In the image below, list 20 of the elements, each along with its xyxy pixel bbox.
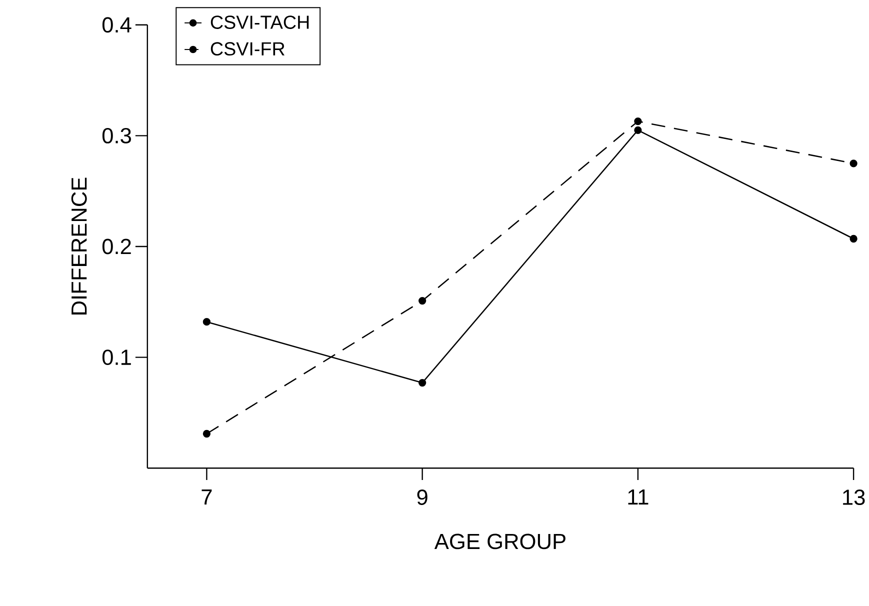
y-axis-title: DIFFERENCE: [71, 178, 87, 315]
y-tick-label: 0.1: [102, 350, 131, 366]
point: [634, 118, 642, 126]
point: [634, 126, 642, 134]
y-tick-label: 0.4: [102, 17, 132, 33]
point: [418, 297, 426, 305]
x-tick-label: 13: [843, 490, 865, 506]
legend-label: CSVI-TACH: [210, 16, 309, 30]
point: [202, 430, 211, 438]
x-axis-title: AGE GROUP: [434, 534, 566, 550]
y-tick-label: 0.3: [102, 128, 131, 144]
point: [850, 160, 858, 168]
y-tick-label: 0.2: [102, 238, 131, 254]
point: [850, 235, 858, 243]
legend-label: CSVI-FR: [210, 42, 284, 56]
x-tick-label: 11: [628, 490, 648, 505]
x-tick-label: 7: [202, 490, 212, 505]
x-tick-label: 9: [417, 490, 428, 506]
point: [202, 318, 211, 326]
point: [418, 379, 426, 387]
